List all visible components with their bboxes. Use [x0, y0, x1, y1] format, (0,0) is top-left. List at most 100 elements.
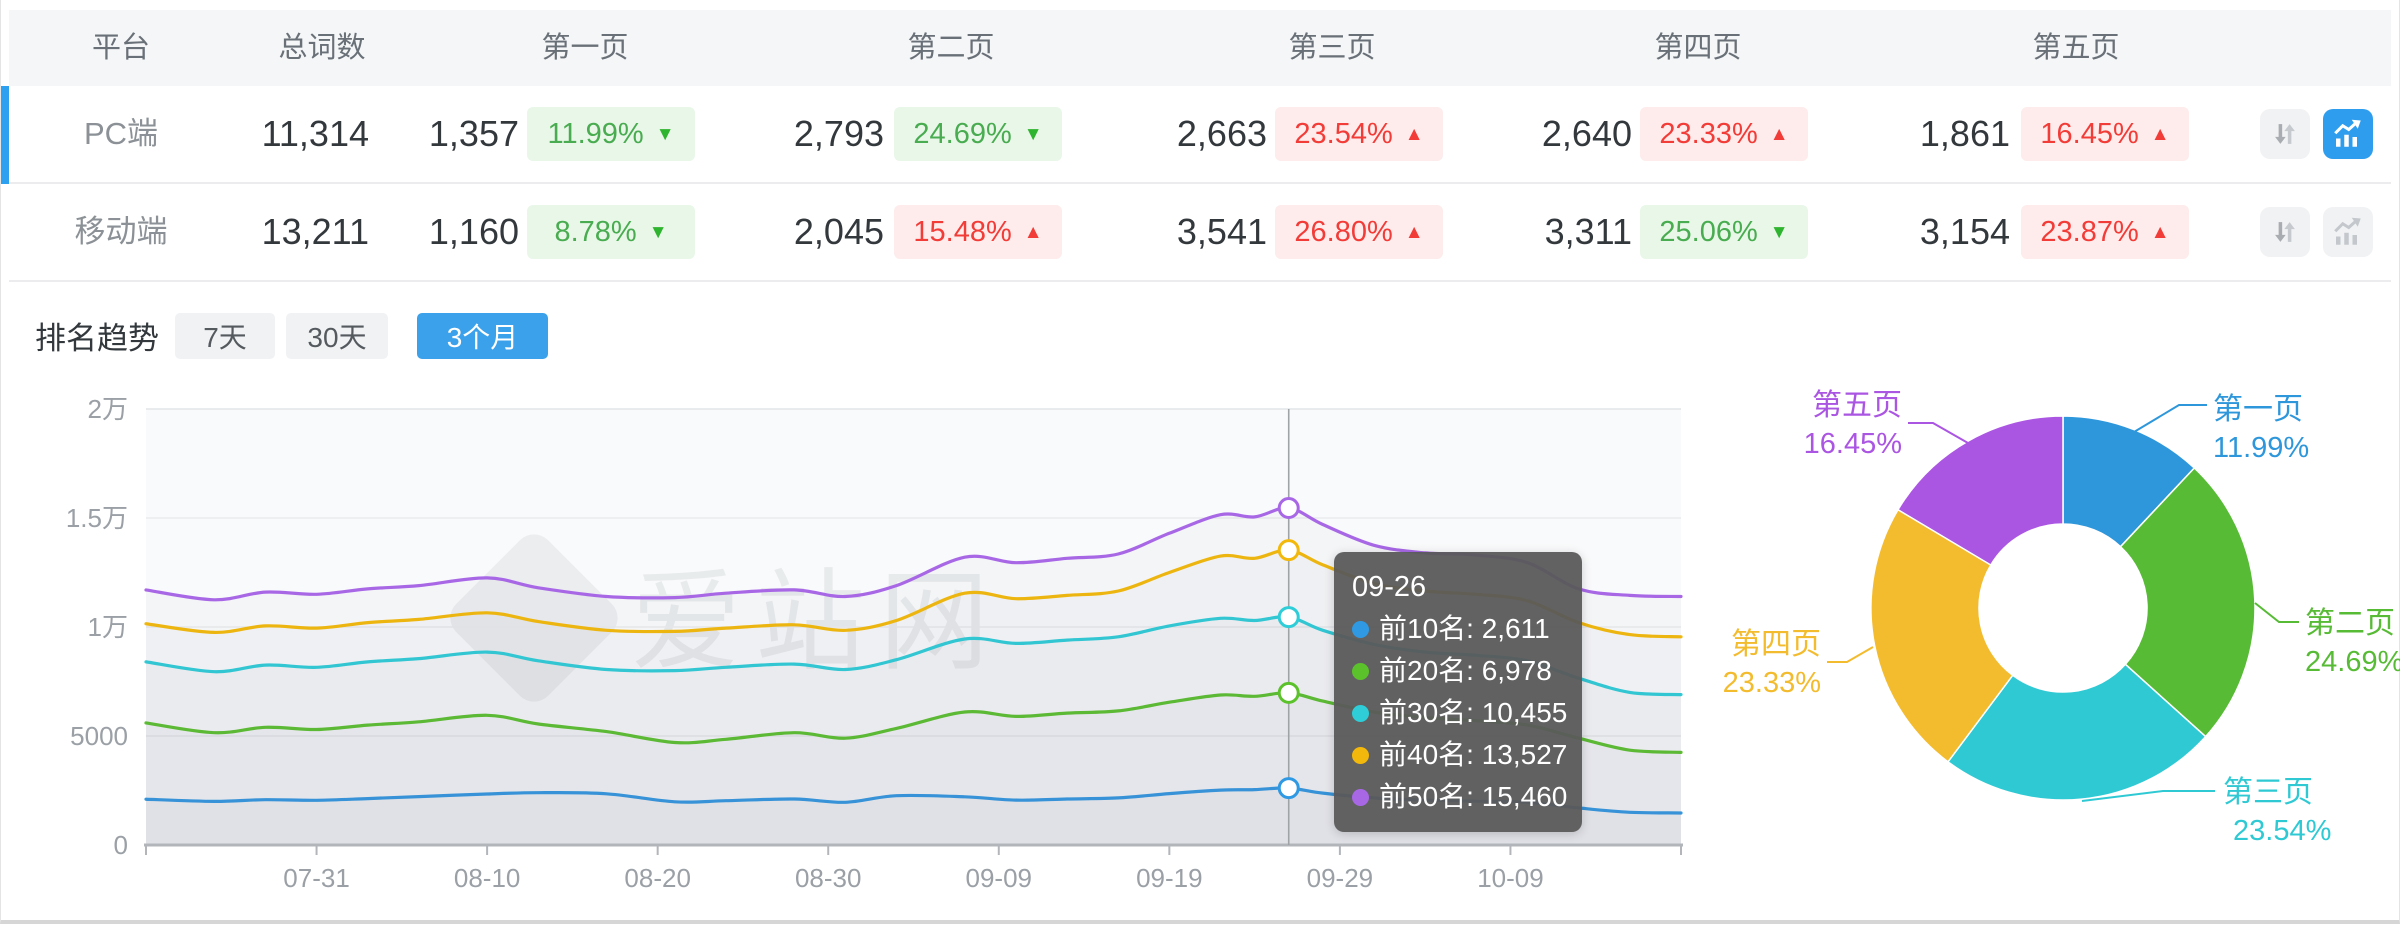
page-2-change-badge: 24.69% ▼ [894, 107, 1062, 161]
y-axis-label: 1万 [88, 612, 128, 642]
total-words-value: 13,211 [261, 211, 369, 252]
arrow-up-icon: ▲ [1769, 123, 1789, 145]
arrow-up-icon: ▲ [2150, 123, 2170, 145]
page-1-count: 1,357 [428, 113, 519, 154]
y-axis-label: 2万 [88, 394, 128, 424]
trend-chart-button[interactable] [2323, 207, 2373, 257]
tab-3个月[interactable]: 3个月 [417, 313, 548, 359]
donut-label-第三页: 第三页 [2223, 776, 2313, 809]
arrow-up-icon: ▲ [1023, 221, 1043, 243]
hover-marker-前20名 [1277, 681, 1300, 704]
tooltip-entry: 前50名: 15,460 [1352, 776, 1567, 818]
platform-label: 移动端 [74, 214, 168, 249]
donut-label-第一页: 第一页 [2213, 393, 2303, 426]
table-row[interactable]: 移动端 13,211 1,160 8.78% ▼ 2,045 15.48% ▲ 3,541 26.… [9, 184, 2391, 282]
y-axis-label: 1.5万 [66, 503, 128, 533]
col-header-page-2: 第二页 [907, 32, 995, 64]
x-axis-label: 09-19 [1136, 863, 1203, 893]
series-color-dot [1352, 746, 1369, 764]
change-percent: 8.78% [554, 215, 637, 248]
table-row[interactable]: PC端 11,314 1,357 11.99% ▼ 2,793 24.69% ▼ 2,663 23… [1, 86, 2391, 184]
donut-value-第一页: 11.99% [2213, 432, 2309, 464]
series-color-dot [1352, 662, 1369, 680]
arrow-down-icon: ▼ [1769, 221, 1789, 243]
table-header-row: 平台 总词数 第一页 第二页 第三页 第四页 第五页 [9, 10, 2391, 86]
label-leader-line [2133, 404, 2207, 433]
trend-chart-icon [2334, 217, 2361, 245]
hover-marker-前50名 [1277, 496, 1300, 519]
page-3-change-badge: 26.80% ▲ [1275, 205, 1443, 259]
series-color-dot [1352, 704, 1369, 722]
hover-marker-前30名 [1277, 606, 1300, 629]
tooltip-entry: 前10名: 2,611 [1352, 608, 1562, 650]
tooltip-entry-text: 前50名: 15,460 [1379, 781, 1568, 812]
page-1-change-badge: 11.99% ▼ [527, 107, 695, 161]
watermark-logo-icon [450, 534, 618, 702]
donut-value-第三页: 23.54% [2233, 815, 2331, 847]
arrow-down-icon: ▼ [1023, 123, 1043, 145]
page-2-count: 2,793 [793, 113, 884, 154]
col-header-page-1: 第一页 [541, 32, 629, 64]
donut-slice-第三页[interactable] [1946, 663, 2207, 801]
x-axis-label: 09-29 [1307, 863, 1374, 893]
sort-button[interactable] [2260, 207, 2310, 257]
tooltip-entry: 前30名: 10,455 [1352, 692, 1567, 734]
selected-row-indicator [1, 86, 9, 184]
tooltip-entry-text: 前40名: 13,527 [1379, 739, 1568, 770]
change-percent: 23.87% [2040, 215, 2139, 248]
donut-value-第二页: 24.69% [2305, 646, 2400, 678]
page-1-count: 1,160 [428, 211, 519, 252]
donut-label-第二页: 第二页 [2305, 607, 2395, 640]
page-3-change-badge: 23.54% ▲ [1275, 107, 1443, 161]
label-leader-line [2081, 790, 2215, 802]
tab-30天[interactable]: 30天 [286, 313, 388, 359]
change-percent: 25.06% [1659, 215, 1758, 248]
hover-marker-前10名 [1277, 777, 1300, 800]
sort-arrows-icon [2275, 124, 2295, 144]
series-color-dot [1352, 788, 1369, 806]
page-4-change-badge: 25.06% ▼ [1640, 205, 1808, 259]
total-words-value: 11,314 [261, 113, 369, 154]
page-5-count: 1,861 [1919, 113, 2010, 154]
donut-slice-第四页[interactable] [1870, 508, 2014, 763]
label-leader-line [1827, 646, 1874, 663]
x-axis-label: 10-09 [1477, 863, 1544, 893]
change-percent: 24.69% [913, 117, 1012, 150]
col-header-page-4: 第四页 [1654, 32, 1742, 64]
chart-tooltip: 09-26 前10名: 2,611 前20名: 6,978 前30名: 10,455 前… [1334, 552, 1582, 832]
change-percent: 15.48% [913, 215, 1012, 248]
series-color-dot [1352, 620, 1369, 638]
tooltip-entry: 前40名: 13,527 [1352, 734, 1567, 776]
page-3-count: 3,541 [1176, 211, 1267, 252]
page-4-change-badge: 23.33% ▲ [1640, 107, 1808, 161]
y-axis-label: 5000 [70, 721, 128, 751]
change-percent: 23.33% [1659, 117, 1758, 150]
page-distribution-donut-chart[interactable]: 第一页 11.99% 第二页 24.69% 第三页 23.54% 第四页 23.33% 第五页 1… [1701, 375, 2400, 924]
donut-slice-第五页[interactable] [1896, 415, 2064, 567]
trend-chart-icon [2334, 119, 2361, 147]
trend-section-title: 排名趋势 [35, 321, 159, 356]
change-percent: 16.45% [2040, 117, 2139, 150]
page-1-change-badge: 8.78% ▼ [527, 205, 695, 259]
col-header-total-words: 总词数 [278, 32, 366, 64]
page-4-count: 2,640 [1541, 113, 1632, 154]
arrow-down-icon: ▼ [648, 221, 668, 243]
trend-chart-button[interactable] [2323, 109, 2373, 159]
label-leader-line [2254, 602, 2299, 623]
page-5-change-badge: 16.45% ▲ [2021, 107, 2189, 161]
hover-marker-前40名 [1277, 539, 1300, 562]
tooltip-entry-text: 前20名: 6,978 [1379, 655, 1552, 686]
page-3-count: 2,663 [1176, 113, 1267, 154]
sort-button[interactable] [2260, 109, 2310, 159]
x-axis-label: 07-31 [283, 863, 350, 893]
platform-label: PC端 [83, 116, 159, 151]
tab-7天[interactable]: 7天 [175, 313, 275, 359]
donut-label-第五页: 第五页 [1812, 389, 1902, 422]
page-2-change-badge: 15.48% ▲ [894, 205, 1062, 259]
donut-value-第五页: 16.45% [1804, 428, 1902, 460]
donut-slice-第二页[interactable] [2119, 466, 2256, 738]
y-axis-label: 0 [114, 830, 128, 860]
change-percent: 11.99% [547, 117, 644, 150]
x-axis-label: 08-10 [454, 863, 521, 893]
